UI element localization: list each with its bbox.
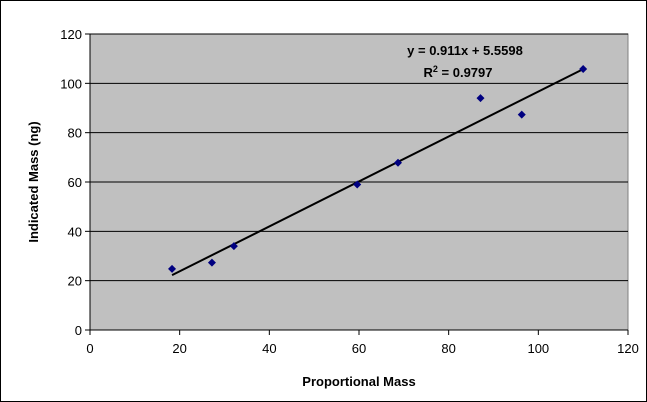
x-tick-label-40: 40 [262,341,276,356]
data-points [168,65,588,273]
x-axis-ticks: 0 20 40 60 80 100 120 [86,330,639,356]
x-tick-label-60: 60 [352,341,366,356]
r2-value: = 0.9797 [438,65,493,80]
r2-superscript: 2 [433,64,438,74]
x-tick-label-20: 20 [172,341,186,356]
data-point-2 [207,258,216,267]
data-point-6 [476,94,485,103]
trendline-r-squared: R2 = 0.9797 [424,64,493,80]
x-tick-label-120: 120 [617,341,639,356]
y-tick-label-80: 80 [68,126,82,141]
trendline [171,68,584,277]
trendline-equation: y = 0.911x + 5.5598 [407,43,523,58]
data-point-3 [229,242,238,251]
data-point-1 [168,264,177,273]
y-tick-label-20: 20 [68,274,82,289]
x-axis-title: Proportional Mass [302,374,415,389]
y-tick-label-40: 40 [68,224,82,239]
y-axis-title: Indicated Mass (ng) [26,121,41,242]
data-point-4 [353,180,362,189]
data-point-7 [517,110,526,119]
x-tick-label-0: 0 [86,341,93,356]
x-tick-label-80: 80 [441,341,455,356]
y-tick-label-120: 120 [60,27,82,42]
data-point-8 [579,65,588,74]
y-tick-label-60: 60 [68,175,82,190]
y-tick-label-100: 100 [60,76,82,91]
x-tick-label-100: 100 [527,341,549,356]
data-point-5 [394,158,403,167]
y-tick-label-0: 0 [75,323,82,338]
y-axis-ticks: 0 20 40 60 80 100 120 [60,27,90,338]
r2-prefix: R [424,65,434,80]
